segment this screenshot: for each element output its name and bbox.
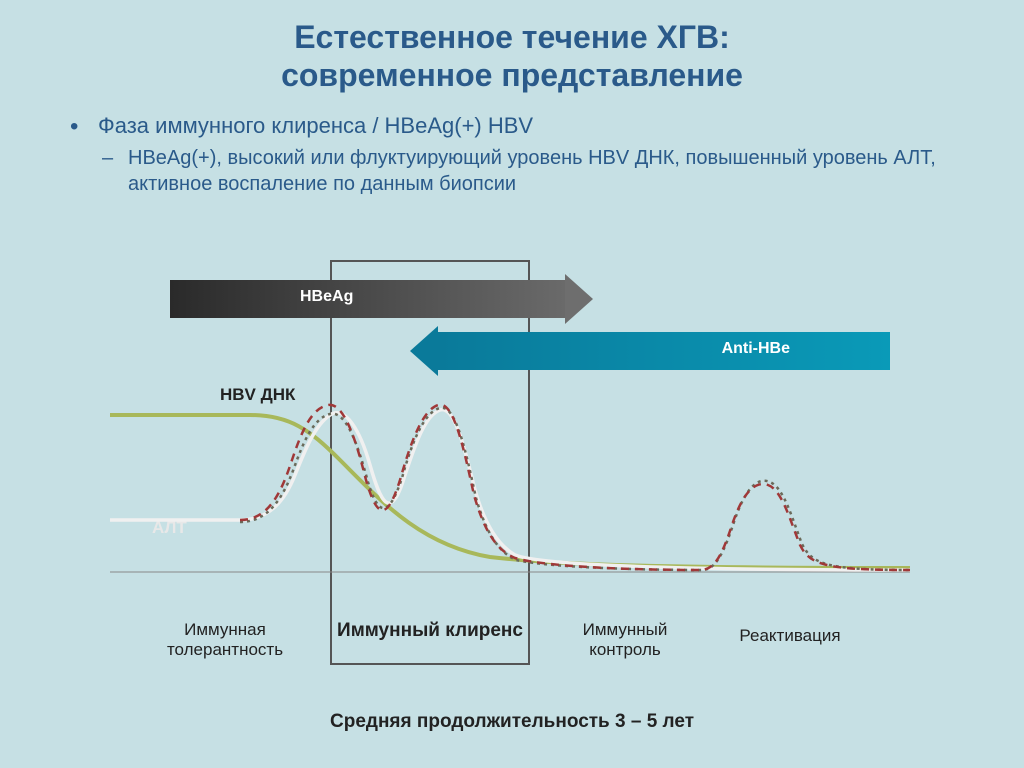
chart-svg — [110, 360, 910, 620]
footer-duration: Средняя продолжительность 3 – 5 лет — [0, 711, 1024, 733]
phase-label-tolerance: Иммунная толерантность — [150, 620, 300, 661]
hbeag-arrow-head — [565, 274, 593, 324]
phase-label-control: Иммунный контроль — [550, 620, 700, 661]
antihbe-label: Anti-HBe — [722, 340, 790, 358]
bullet-list: Фаза иммунного клиренса / HBeAg(+) HBV H… — [0, 95, 1024, 197]
alt-solid-curve — [110, 410, 910, 570]
hbeag-arrow: HBeAg — [170, 280, 590, 318]
hbeag-arrow-body — [170, 280, 565, 318]
bullet-sub: HBeAg(+), высокий или флуктуирующий уров… — [70, 145, 974, 197]
slide-title: Естественное течение ХГВ: современное пр… — [0, 0, 1024, 95]
diagram-area: HBeAg Anti-HBe HBV ДНК АЛТ Иммунная толе… — [110, 260, 910, 680]
phase-label-reactivation: Реактивация — [725, 626, 855, 646]
title-line-1: Естественное течение ХГВ: — [294, 19, 730, 55]
hbeag-label: HBeAg — [300, 288, 353, 306]
phase-label-clearance: Иммунный клиренс — [335, 620, 525, 643]
hbv-dna-curve — [110, 415, 910, 568]
dotted-green-curve — [240, 408, 910, 570]
bullet-main: Фаза иммунного клиренса / HBeAg(+) HBV — [70, 113, 974, 139]
title-line-2: современное представление — [281, 57, 743, 93]
dashed-red-curve — [240, 405, 910, 570]
